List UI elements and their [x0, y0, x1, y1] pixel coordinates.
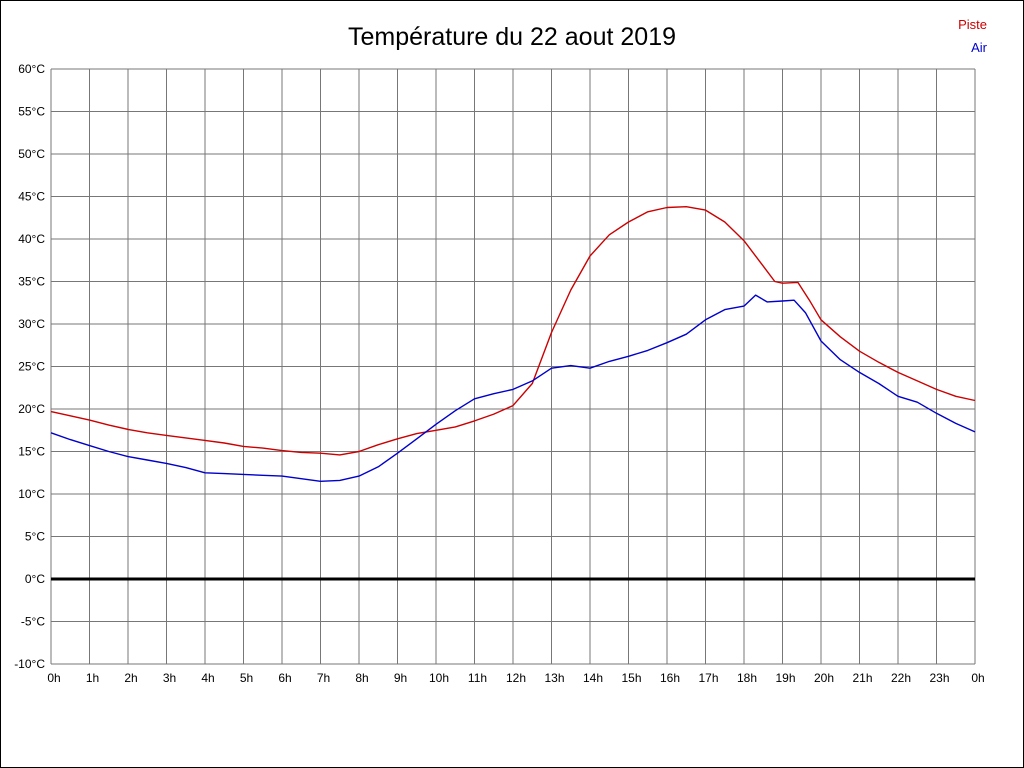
series-piste	[50, 205, 976, 456]
svg-text:7h: 7h	[317, 671, 330, 685]
svg-text:0h: 0h	[971, 671, 984, 685]
svg-text:6h: 6h	[278, 671, 291, 685]
svg-text:60°C: 60°C	[18, 62, 45, 76]
svg-text:20h: 20h	[814, 671, 834, 685]
svg-text:18h: 18h	[737, 671, 757, 685]
svg-text:5h: 5h	[240, 671, 253, 685]
svg-text:1h: 1h	[86, 671, 99, 685]
svg-text:55°C: 55°C	[18, 105, 45, 119]
svg-text:9h: 9h	[394, 671, 407, 685]
legend-piste: Piste	[958, 17, 987, 32]
svg-text:-5°C: -5°C	[21, 615, 45, 629]
svg-text:8h: 8h	[355, 671, 368, 685]
svg-text:15°C: 15°C	[18, 445, 45, 459]
svg-text:11h: 11h	[468, 671, 487, 685]
svg-text:25°C: 25°C	[18, 360, 45, 374]
legend-air: Air	[971, 40, 987, 55]
svg-text:22h: 22h	[891, 671, 911, 685]
svg-text:10h: 10h	[429, 671, 449, 685]
svg-text:40°C: 40°C	[18, 232, 45, 246]
svg-text:0h: 0h	[47, 671, 60, 685]
series-air	[50, 294, 976, 482]
chart-title: Température du 22 aout 2019	[347, 23, 676, 51]
svg-text:17h: 17h	[698, 671, 718, 685]
svg-text:12h: 12h	[506, 671, 526, 685]
svg-text:16h: 16h	[660, 671, 680, 685]
svg-text:21h: 21h	[852, 671, 872, 685]
svg-text:10°C: 10°C	[18, 487, 45, 501]
svg-text:14h: 14h	[583, 671, 603, 685]
svg-text:35°C: 35°C	[18, 275, 45, 289]
svg-text:50°C: 50°C	[18, 147, 45, 161]
chart-legend: Piste Air	[958, 13, 987, 59]
svg-text:23h: 23h	[929, 671, 949, 685]
svg-text:2h: 2h	[124, 671, 137, 685]
svg-text:20°C: 20°C	[18, 402, 45, 416]
svg-text:30°C: 30°C	[18, 317, 45, 331]
svg-text:45°C: 45°C	[18, 190, 45, 204]
svg-text:0°C: 0°C	[25, 572, 45, 586]
svg-text:13h: 13h	[544, 671, 564, 685]
svg-text:-10°C: -10°C	[14, 657, 45, 671]
svg-text:15h: 15h	[621, 671, 641, 685]
svg-text:3h: 3h	[163, 671, 176, 685]
svg-text:19h: 19h	[775, 671, 795, 685]
svg-text:4h: 4h	[201, 671, 214, 685]
svg-text:5°C: 5°C	[25, 530, 45, 544]
